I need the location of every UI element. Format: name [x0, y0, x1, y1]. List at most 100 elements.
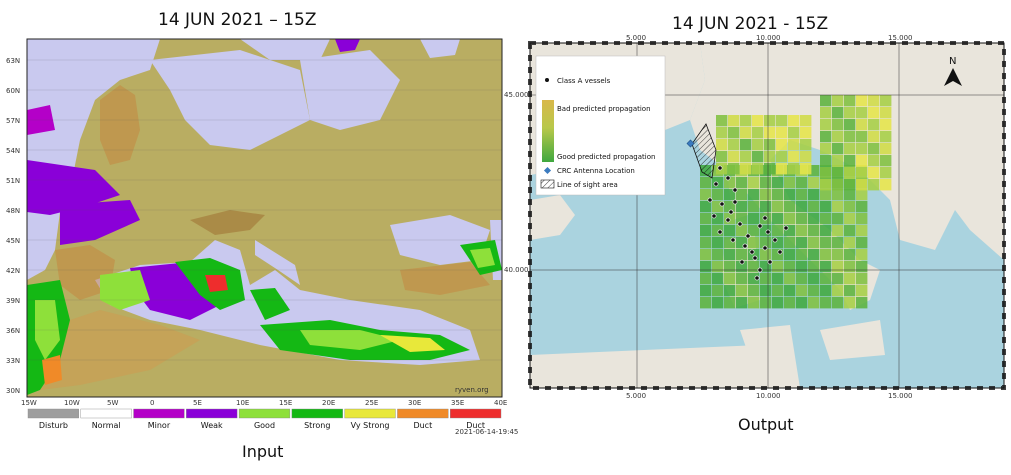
grid-cell [772, 261, 784, 273]
vessel-marker [762, 245, 768, 251]
grid-cell [712, 297, 724, 309]
grid-cell [796, 213, 808, 225]
grid-cell [832, 225, 844, 237]
grid-cell [796, 189, 808, 201]
grid-cell [752, 115, 764, 127]
grid-cell [700, 213, 712, 225]
grid-cell [740, 115, 752, 127]
grid-cell [776, 163, 788, 175]
adriatic-sea [255, 240, 300, 285]
lon-tick: 25E [365, 399, 378, 407]
grid-cell [724, 273, 736, 285]
grid-cell [820, 95, 832, 107]
grid-cell [820, 213, 832, 225]
grid-cell [724, 189, 736, 201]
grid-cell [796, 261, 808, 273]
norwegian-sea [240, 39, 330, 60]
grid-cell [748, 285, 760, 297]
grid-cell [844, 213, 856, 225]
grid-cell [784, 249, 796, 261]
vessel-marker [742, 243, 748, 249]
vessel-marker [717, 229, 723, 235]
colorbar-swatch [80, 408, 132, 419]
grid-cell [856, 249, 868, 261]
vessel-marker [783, 225, 789, 231]
grid-cell [796, 237, 808, 249]
right-map-title: 14 JUN 2021 - 15Z [672, 14, 829, 34]
grid-cell [856, 297, 868, 309]
lat-tick: 48N [6, 207, 20, 215]
grid-cell [760, 273, 772, 285]
grid-cell [820, 107, 832, 119]
grid-cell [728, 127, 740, 139]
lat-tick: 60N [6, 87, 20, 95]
grid-cell [712, 201, 724, 213]
colorbar-label: Normal [92, 421, 121, 430]
grid-cell [748, 273, 760, 285]
source-credit: ryven.org [455, 386, 489, 394]
grid-cell [820, 119, 832, 131]
grid-cell [764, 139, 776, 151]
grid-cell [728, 139, 740, 151]
grid-cell [844, 143, 856, 155]
grid-cell [784, 225, 796, 237]
grid-cell [844, 237, 856, 249]
east-med-vystrong [380, 335, 445, 352]
vessel-marker [732, 187, 738, 193]
grid-cell [788, 139, 800, 151]
grid-cell [832, 261, 844, 273]
lat-tick: 30N [6, 387, 20, 395]
grid-cell [716, 151, 728, 163]
grid-cell [832, 237, 844, 249]
lat-tick: 39N [6, 297, 20, 305]
grid-cell [820, 143, 832, 155]
grid-cell [856, 273, 868, 285]
grid-cell [764, 163, 776, 175]
grid-cell [856, 213, 868, 225]
grid-cell [776, 127, 788, 139]
propagation-prediction-map: 5.000 10.000 15.000 5.000 10.000 15.000 … [504, 34, 1006, 400]
grid-cell [736, 177, 748, 189]
grid-cell [712, 237, 724, 249]
grid-cell [772, 249, 784, 261]
grid-cell [796, 273, 808, 285]
lon-tick-top-15: 15.000 [888, 34, 913, 42]
colorbar-swatch [397, 408, 449, 419]
lat-tick: 63N [6, 57, 20, 65]
grid-cell [856, 285, 868, 297]
lat-tick: 42N [6, 267, 20, 275]
grid-cell [784, 261, 796, 273]
grid-cell [832, 213, 844, 225]
grid-cell [748, 177, 760, 189]
vessel-marker [725, 217, 731, 223]
input-caption: Input [242, 442, 284, 461]
grid-cell [748, 237, 760, 249]
grid-cell [868, 155, 880, 167]
grid-cell [832, 143, 844, 155]
legend-vessels-label: Class A vessels [557, 77, 611, 85]
grid-cell [844, 249, 856, 261]
grid-cell [772, 213, 784, 225]
north-arrow-icon: N [944, 56, 962, 86]
vessel-marker [757, 223, 763, 229]
vessel-marker [711, 213, 717, 219]
grid-cell [788, 115, 800, 127]
grid-cell [716, 127, 728, 139]
grid-cell [844, 155, 856, 167]
prediction-grid [700, 95, 892, 309]
grid-cell [820, 261, 832, 273]
vessel-marker [719, 201, 725, 207]
grid-cell [844, 261, 856, 273]
colorbar-label: Minor [148, 421, 171, 430]
colorbar-swatch [344, 408, 396, 419]
lon-tick: 20E [322, 399, 335, 407]
grid-cell [820, 201, 832, 213]
grid-cell [844, 201, 856, 213]
grid-cell [728, 151, 740, 163]
grid-cell [832, 119, 844, 131]
lon-tick: 15W [21, 399, 37, 407]
colorbar-label: Good [254, 421, 275, 430]
vessel-marker [762, 215, 768, 221]
legend-los-label: Line of sight area [557, 181, 618, 189]
latitude-axis: 63N 60N 57N 54N 51N 48N 45N 42N 39N 36N 33N 30N [6, 57, 20, 395]
